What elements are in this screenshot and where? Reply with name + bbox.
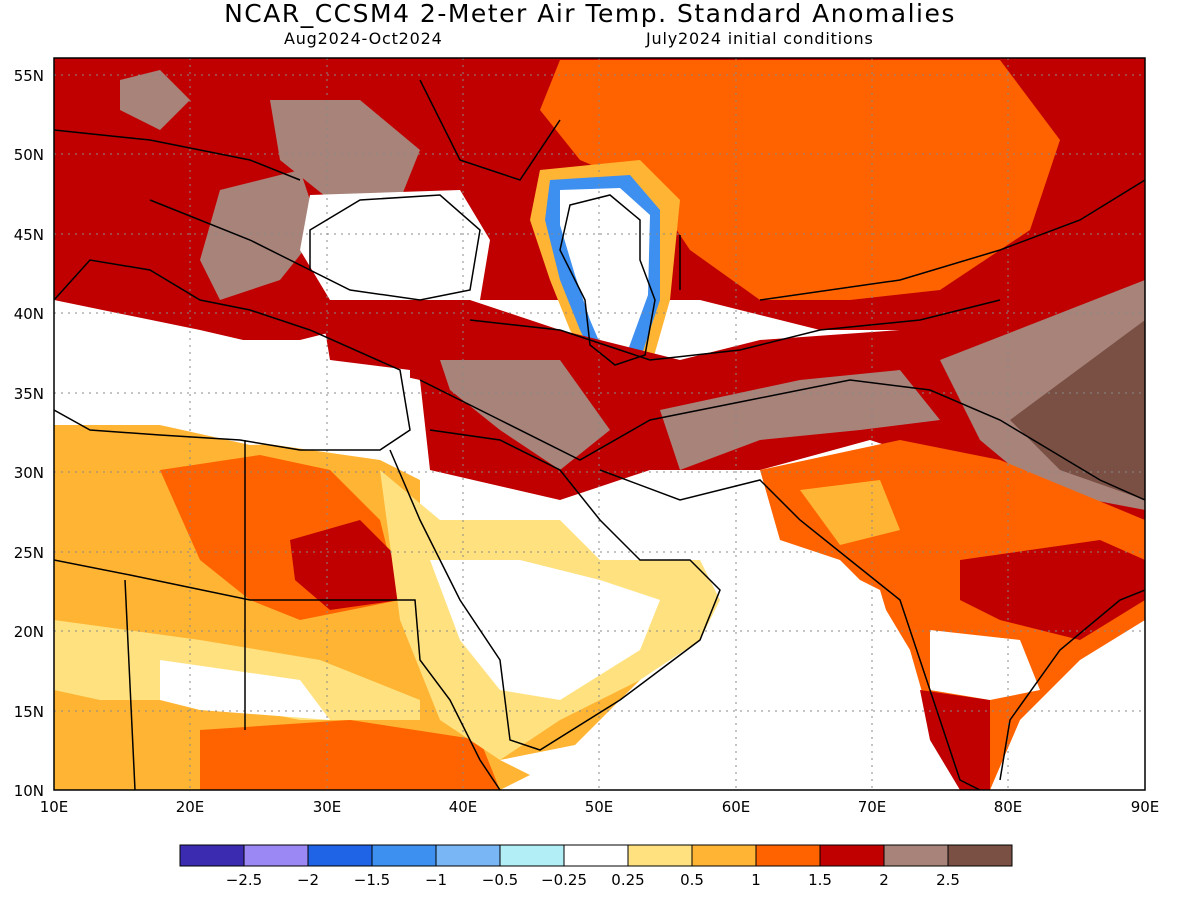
- forecast-period: Aug2024-Oct2024: [284, 29, 443, 48]
- colorbar-label: −2.5: [226, 871, 262, 889]
- colorbar-swatch: [499, 844, 565, 867]
- colorbar-swatch: [435, 844, 501, 867]
- colorbar-label: 0.5: [680, 871, 704, 889]
- colorbar-label: 1: [751, 871, 761, 889]
- lon-label: 80E: [994, 798, 1023, 816]
- lon-label: 30E: [313, 798, 342, 816]
- colorbar-label: 2: [879, 871, 889, 889]
- colorbar-label: 1.5: [808, 871, 832, 889]
- colorbar-label: 0.25: [611, 871, 644, 889]
- lat-label: 10N: [14, 782, 44, 800]
- lat-label: 15N: [14, 703, 44, 721]
- lat-label: 45N: [14, 226, 44, 244]
- colorbar-swatch: [627, 844, 693, 867]
- latitude-labels: 55N 50N 45N 40N 35N 30N 25N 20N 15N 10N: [14, 67, 44, 800]
- lat-label: 55N: [14, 67, 44, 85]
- lat-label: 35N: [14, 385, 44, 403]
- colorbar-swatch: [947, 844, 1013, 867]
- colorbar-label: −2: [297, 871, 319, 889]
- coastlines: [54, 79, 1145, 790]
- colorbar-swatch: [819, 844, 885, 867]
- colorbar-swatch: [691, 844, 757, 867]
- lat-label: 30N: [14, 464, 44, 482]
- lon-label: 10E: [40, 798, 69, 816]
- colorbar-swatch: [563, 844, 629, 867]
- colorbar-swatch: [755, 844, 821, 867]
- map-title: NCAR_CCSM4 2-Meter Air Temp. Standard An…: [224, 0, 956, 28]
- lon-label: 40E: [449, 798, 478, 816]
- lon-label: 90E: [1131, 798, 1160, 816]
- lat-label: 40N: [14, 305, 44, 323]
- lat-label: 50N: [14, 146, 44, 164]
- colorbar-swatch: [307, 844, 373, 867]
- lon-label: 20E: [176, 798, 205, 816]
- longitude-labels: 10E 20E 30E 40E 50E 60E 70E 80E 90E: [40, 798, 1160, 816]
- colorbar-label: 2.5: [936, 871, 960, 889]
- colorbar-swatch: [883, 844, 949, 867]
- colorbar-swatch: [371, 844, 437, 867]
- colorbar-label: −0.5: [482, 871, 518, 889]
- colorbar-label: −1: [425, 871, 447, 889]
- colorbar-label: −0.25: [541, 871, 587, 889]
- lon-label: 70E: [858, 798, 887, 816]
- map-frame: [53, 57, 1146, 791]
- colorbar-label: −1.5: [354, 871, 390, 889]
- lat-label: 20N: [14, 623, 44, 641]
- colorbar-swatch: [243, 844, 309, 867]
- colorbar-swatch: [179, 844, 245, 867]
- initial-conditions: July2024 initial conditions: [646, 29, 874, 48]
- lon-label: 60E: [722, 798, 751, 816]
- lat-label: 25N: [14, 544, 44, 562]
- colorbar: −2.5 −2 −1.5 −1 −0.5 −0.25 0.25 0.5 1 1.5 2 2.5: [179, 844, 1013, 889]
- lon-label: 50E: [585, 798, 614, 816]
